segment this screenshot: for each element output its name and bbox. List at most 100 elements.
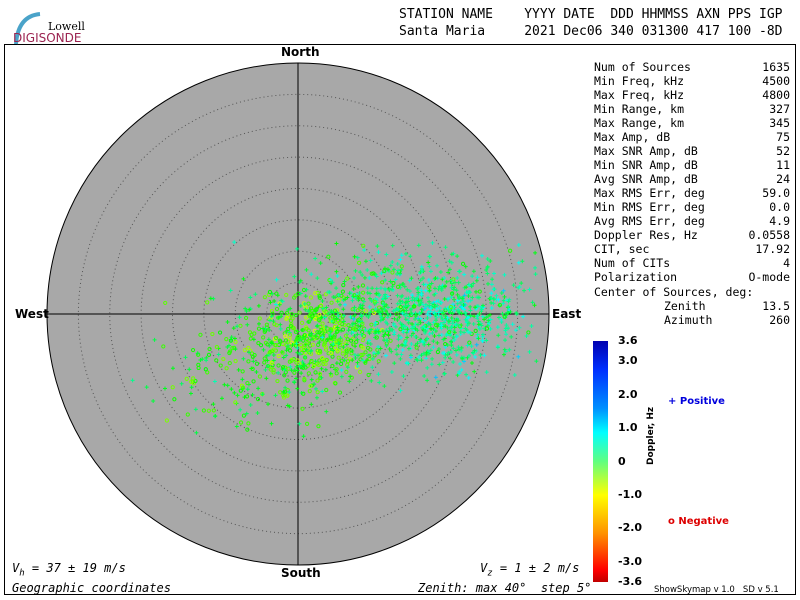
source-positive xyxy=(482,353,487,358)
source-negative xyxy=(233,339,238,345)
source-negative xyxy=(185,412,190,417)
source-positive xyxy=(455,275,460,280)
stat-row: Polarization O-mode xyxy=(594,270,790,284)
source-positive xyxy=(467,283,472,288)
source-negative xyxy=(329,345,334,350)
source-positive xyxy=(440,360,445,365)
source-negative xyxy=(221,356,226,362)
source-positive xyxy=(466,353,471,358)
source-positive xyxy=(179,381,184,386)
source-positive xyxy=(439,300,444,305)
source-negative xyxy=(294,360,299,365)
source-positive xyxy=(334,241,339,246)
source-negative xyxy=(275,378,280,384)
source-positive xyxy=(309,402,314,407)
source-negative xyxy=(288,324,294,329)
source-positive xyxy=(383,296,388,301)
center-azimuth: Azimuth 260 xyxy=(664,313,790,327)
source-positive xyxy=(303,294,308,299)
source-negative xyxy=(451,277,456,282)
source-positive xyxy=(365,286,370,291)
source-negative xyxy=(302,376,307,382)
source-negative xyxy=(360,329,365,335)
source-positive xyxy=(471,281,476,286)
source-positive xyxy=(439,286,444,291)
source-positive xyxy=(403,317,408,322)
source-negative xyxy=(333,345,338,351)
source-positive xyxy=(470,274,475,279)
source-positive xyxy=(355,319,360,324)
source-negative xyxy=(240,385,246,390)
source-positive xyxy=(347,291,352,296)
source-positive xyxy=(345,295,350,300)
source-positive xyxy=(502,347,507,352)
source-negative xyxy=(443,341,448,347)
source-negative xyxy=(224,366,229,371)
source-positive xyxy=(408,355,413,360)
source-positive xyxy=(343,297,348,302)
source-negative xyxy=(329,351,334,356)
source-positive xyxy=(459,304,464,309)
source-negative xyxy=(317,312,322,317)
source-positive xyxy=(468,313,473,318)
source-negative xyxy=(467,340,472,345)
source-negative xyxy=(374,335,379,340)
source-positive xyxy=(195,351,200,356)
source-negative xyxy=(285,393,290,398)
source-positive xyxy=(501,352,506,357)
source-negative xyxy=(360,297,365,302)
source-positive xyxy=(274,277,279,282)
source-negative xyxy=(252,352,257,358)
source-positive xyxy=(444,279,449,284)
source-positive xyxy=(183,355,188,360)
source-positive xyxy=(422,306,427,311)
source-negative xyxy=(163,300,168,306)
source-negative xyxy=(282,373,287,378)
source-positive xyxy=(419,353,424,358)
source-positive xyxy=(295,246,300,251)
source-negative xyxy=(281,393,286,398)
source-positive xyxy=(474,278,479,283)
source-positive xyxy=(427,321,432,326)
source-positive xyxy=(451,287,456,292)
source-positive xyxy=(281,355,286,360)
source-positive xyxy=(405,335,410,340)
source-negative xyxy=(363,360,368,365)
source-positive xyxy=(442,371,447,376)
source-negative xyxy=(203,367,208,372)
source-negative xyxy=(320,334,326,339)
source-negative xyxy=(328,327,333,332)
source-negative xyxy=(228,338,233,343)
source-positive xyxy=(403,251,408,256)
source-positive xyxy=(449,339,453,344)
source-negative xyxy=(306,371,311,376)
source-negative xyxy=(274,306,280,312)
source-positive xyxy=(302,363,307,368)
source-positive xyxy=(478,321,483,326)
source-positive xyxy=(271,358,276,363)
source-negative xyxy=(251,379,256,384)
source-positive xyxy=(319,366,324,371)
source-positive xyxy=(309,331,314,336)
source-positive xyxy=(351,286,356,291)
source-positive xyxy=(522,288,527,293)
source-positive xyxy=(459,345,464,350)
source-positive xyxy=(189,385,194,390)
source-negative xyxy=(344,369,349,374)
source-negative xyxy=(274,323,279,328)
source-positive xyxy=(288,364,293,369)
source-positive xyxy=(425,316,430,321)
source-positive xyxy=(416,243,421,248)
source-negative xyxy=(255,396,261,402)
source-positive xyxy=(287,330,292,335)
source-positive xyxy=(264,376,269,381)
source-positive xyxy=(228,288,233,293)
source-negative xyxy=(205,300,210,305)
source-negative xyxy=(254,361,260,366)
source-positive xyxy=(357,327,362,332)
source-positive xyxy=(338,302,343,307)
source-positive xyxy=(406,318,411,323)
source-positive xyxy=(241,276,246,281)
source-negative xyxy=(238,323,243,329)
source-negative xyxy=(315,330,320,335)
